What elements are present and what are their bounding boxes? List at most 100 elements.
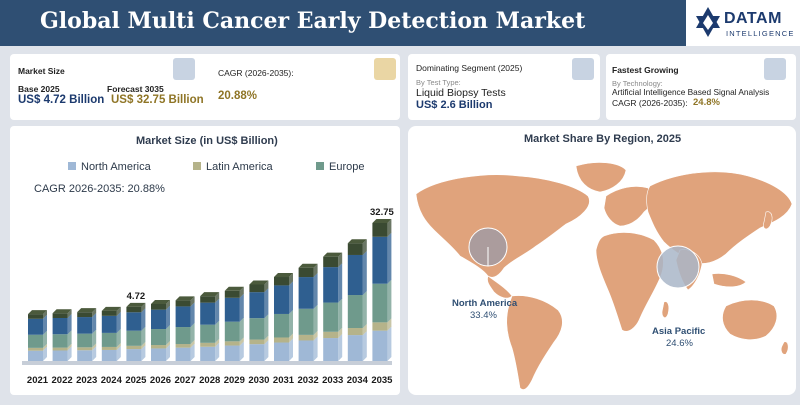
chart-floor [22, 361, 392, 365]
bar-top-2026 [151, 299, 170, 304]
bar-segment-latin-america-2030 [249, 339, 265, 345]
bar-side-latin-america-2035 [387, 318, 392, 331]
bar-side-north-america-2022 [67, 346, 72, 361]
star-of-david-icon [696, 7, 720, 37]
bar-side-rest-of-world-2023 [92, 308, 97, 318]
bar-segment-north-america-2034 [347, 335, 363, 361]
bar-top-2030 [249, 280, 269, 285]
x-tick-label-2022: 2022 [52, 375, 73, 386]
region-value-north-america: 33.4% [470, 310, 497, 321]
bar-side-other-region-2023 [92, 313, 97, 334]
bar-segment-other-region-2023 [77, 317, 93, 334]
bar-side-latin-america-2030 [264, 335, 269, 345]
bar-top-2023 [77, 308, 97, 313]
bar-segment-latin-america-2027 [175, 344, 191, 348]
bar-segment-other-region-2033 [323, 267, 339, 303]
bar-segment-rest-of-world-2031 [274, 277, 289, 286]
dominating-value: US$ 2.6 Billion [416, 99, 493, 111]
bar-segment-latin-america-2031 [274, 337, 289, 343]
bar-segment-europe-2028 [200, 324, 216, 343]
bar-segment-rest-of-world-2027 [175, 300, 191, 307]
bar-segment-rest-of-world-2024 [101, 310, 117, 316]
x-tick-label-2028: 2028 [199, 375, 220, 386]
world-map [415, 162, 793, 390]
bar-segment-north-america-2022 [52, 350, 68, 361]
bar-segment-latin-america-2034 [347, 328, 363, 336]
x-tick-label-2024: 2024 [101, 375, 123, 386]
bar-top-2029 [224, 286, 244, 291]
bar-top-2022 [52, 309, 72, 314]
forecast-label: Forecast 3035 [107, 84, 164, 94]
fastest-title: Fastest Growing [612, 65, 679, 75]
fastest-cagr-label: CAGR (2026-2035): [612, 98, 688, 108]
legend-swatch-latin-america [193, 162, 201, 170]
bar-side-europe-2025 [141, 326, 146, 346]
bar-side-other-region-2030 [264, 288, 269, 319]
bar-segment-latin-america-2023 [77, 347, 93, 351]
bar-segment-europe-2034 [347, 295, 363, 329]
bar-segment-rest-of-world-2025 [126, 306, 142, 313]
bar-side-other-region-2027 [190, 302, 195, 328]
bar-side-north-america-2021 [43, 346, 47, 361]
bar-side-rest-of-world-2021 [43, 310, 47, 319]
bar-top-2021 [28, 310, 47, 315]
legend-swatch-north-america [68, 162, 76, 170]
bar-side-latin-america-2029 [239, 337, 244, 346]
bar-segment-latin-america-2021 [28, 347, 43, 351]
bar-segment-europe-2033 [323, 302, 339, 332]
bar-segment-europe-2023 [77, 333, 93, 348]
legend-label-europe: Europe [329, 161, 365, 173]
bar-segment-other-region-2028 [200, 302, 216, 325]
bar-segment-north-america-2026 [151, 348, 166, 361]
dominating-subtitle: By Test Type: [416, 78, 461, 87]
bar-segment-other-region-2022 [52, 317, 68, 335]
bar-side-europe-2032 [313, 304, 318, 335]
bar-segment-rest-of-world-2021 [28, 314, 43, 319]
bar-side-other-region-2035 [387, 232, 392, 284]
bar-segment-rest-of-world-2035 [372, 223, 388, 237]
x-tick-label-2033: 2033 [322, 375, 343, 386]
bar-side-other-region-2021 [43, 314, 47, 335]
bar-side-other-region-2034 [362, 250, 367, 296]
bar-side-north-america-2031 [289, 338, 293, 361]
bar-segment-rest-of-world-2028 [200, 296, 216, 303]
bar-side-rest-of-world-2029 [239, 286, 244, 298]
page-title: Global Multi Cancer Early Detection Mark… [40, 8, 586, 34]
bar-side-north-america-2029 [239, 341, 244, 361]
bar-side-rest-of-world-2034 [362, 239, 367, 255]
bar-segment-other-region-2021 [28, 318, 43, 335]
x-tick-label-2023: 2023 [76, 375, 97, 386]
bar-side-rest-of-world-2026 [166, 299, 170, 310]
bar-side-europe-2030 [264, 314, 269, 340]
bar-side-other-region-2022 [67, 313, 72, 335]
bar-side-europe-2023 [92, 329, 97, 348]
bar-segment-europe-2022 [52, 334, 68, 348]
chart-title: Market Size (in US$ Billion) [136, 135, 278, 147]
bar-segment-north-america-2028 [200, 346, 216, 361]
bar-total-label-2035: 32.75 [370, 207, 394, 218]
bar-top-2027 [175, 296, 195, 301]
bar-segment-rest-of-world-2022 [52, 313, 68, 318]
cagr-label: CAGR (2026-2035): [218, 68, 294, 78]
bar-side-europe-2024 [116, 328, 121, 347]
bar-side-latin-america-2024 [116, 342, 121, 350]
bar-segment-north-america-2021 [28, 350, 43, 361]
bar-side-rest-of-world-2031 [289, 273, 293, 286]
bar-segment-europe-2031 [274, 313, 289, 338]
x-tick-label-2032: 2032 [298, 375, 319, 386]
bar-side-north-america-2027 [190, 343, 195, 361]
forecast-value: US$ 32.75 Billion [111, 94, 204, 106]
dominating-title: Dominating Segment (2025) [416, 63, 523, 73]
bar-segment-latin-america-2029 [224, 341, 240, 346]
legend-label-north-america: North America [81, 161, 151, 173]
bar-segment-north-america-2035 [372, 330, 388, 361]
bar-side-rest-of-world-2027 [190, 296, 195, 307]
bar-side-latin-america-2023 [92, 343, 97, 351]
bar-segment-latin-america-2024 [101, 346, 117, 350]
chart-cagr-annotation: CAGR 2026-2035: 20.88% [34, 183, 165, 195]
legend-latin-america: Latin America [193, 161, 273, 173]
x-tick-label-2030: 2030 [248, 375, 269, 386]
fastest-square-icon [764, 58, 786, 80]
bar-side-north-america-2028 [215, 342, 220, 361]
bar-top-2031 [274, 273, 293, 278]
